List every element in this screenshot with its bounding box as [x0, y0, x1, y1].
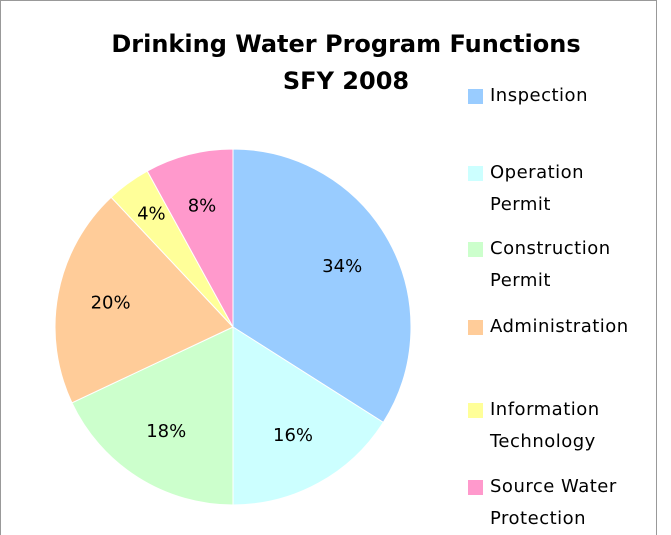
legend-swatch: [468, 242, 483, 257]
legend-item: Administration: [468, 311, 648, 343]
data-label: 16%: [273, 425, 313, 446]
data-label: 8%: [188, 195, 217, 216]
pie-slice: [71, 326, 234, 506]
legend-label: Operation Permit: [490, 162, 585, 215]
legend-label: Inspection: [490, 85, 588, 106]
pie-slice: [146, 148, 234, 328]
chart-title: Drinking Water Program Functions: [111, 30, 580, 58]
legend-swatch: [468, 403, 483, 418]
legend-label: Source Water Protection: [490, 476, 617, 529]
pie-slice: [232, 326, 384, 506]
legend-swatch: [468, 89, 483, 104]
pie-slice: [232, 148, 412, 424]
legend-label: Information Technology: [490, 399, 600, 452]
legend-item: Source Water Protection: [468, 471, 648, 535]
data-label: 34%: [322, 256, 362, 277]
legend-item: Inspection: [468, 80, 648, 112]
data-label: 18%: [146, 421, 186, 442]
data-label: 20%: [91, 293, 131, 314]
data-label: 4%: [137, 204, 166, 225]
legend-item: Construction Permit: [468, 233, 648, 297]
legend-label: Construction Permit: [490, 238, 611, 291]
chart-subtitle: SFY 2008: [283, 67, 409, 95]
chart-frame: [0, 0, 657, 535]
legend-label: Administration: [490, 316, 629, 337]
legend-swatch: [468, 166, 483, 181]
legend-swatch: [468, 480, 483, 495]
pie-slice: [54, 196, 234, 404]
legend-swatch: [468, 320, 483, 335]
legend-item: Information Technology: [468, 394, 648, 458]
legend-item: Operation Permit: [468, 157, 648, 221]
